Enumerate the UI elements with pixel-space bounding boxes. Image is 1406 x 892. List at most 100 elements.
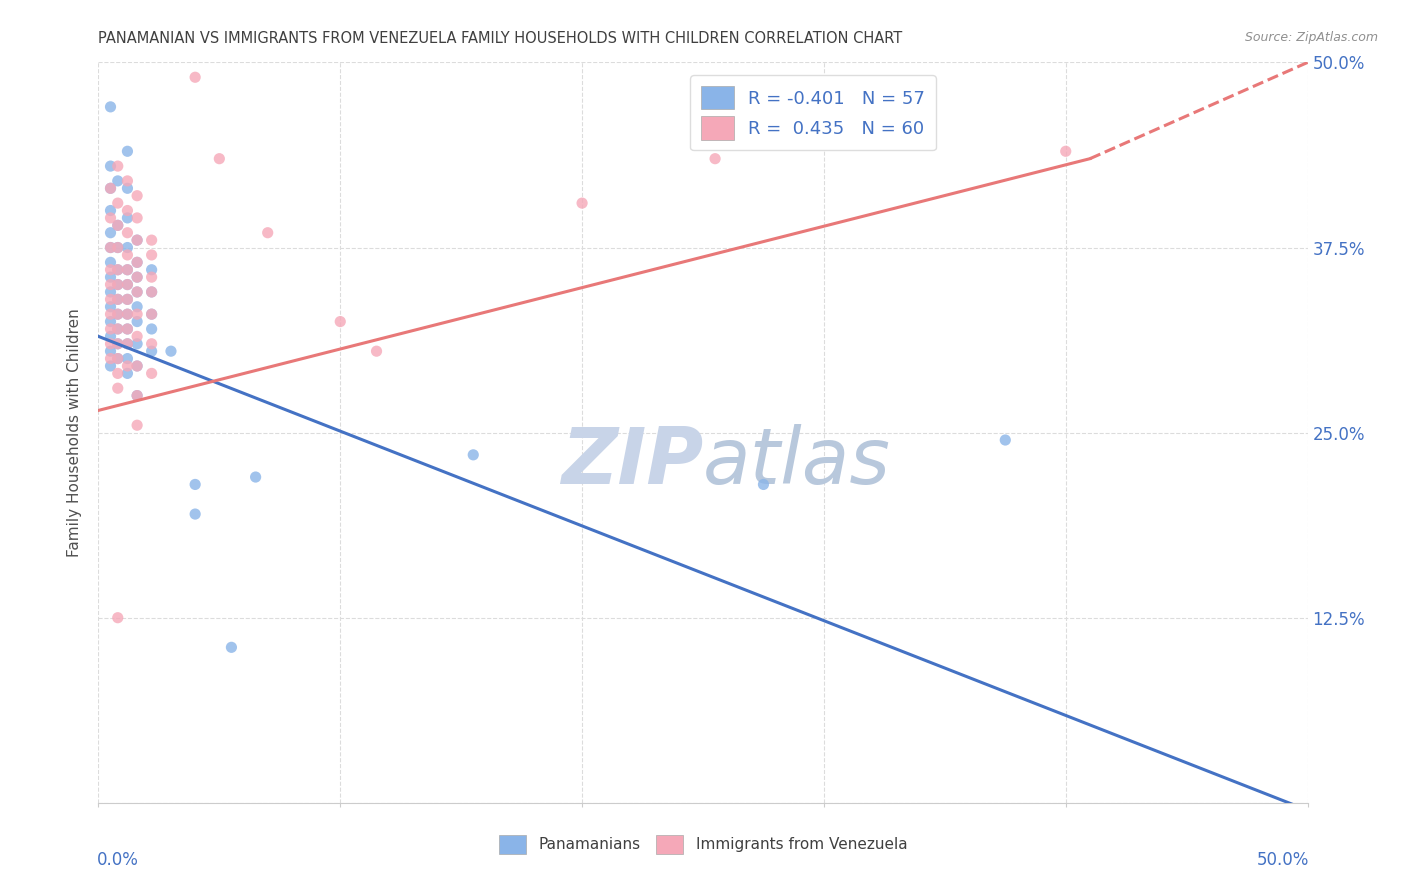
Point xyxy=(127,270,149,285)
Point xyxy=(127,359,149,373)
Point xyxy=(752,477,775,491)
Point xyxy=(117,277,139,292)
Point xyxy=(141,233,163,247)
Point xyxy=(994,433,1017,447)
Point xyxy=(127,188,149,202)
Point xyxy=(117,322,139,336)
Point xyxy=(127,418,149,433)
Point xyxy=(100,285,122,299)
Point xyxy=(107,293,129,307)
Point xyxy=(100,314,122,328)
Point xyxy=(127,388,149,402)
Text: Source: ZipAtlas.com: Source: ZipAtlas.com xyxy=(1244,31,1378,45)
Point xyxy=(107,336,129,351)
Point xyxy=(141,262,163,277)
Point xyxy=(100,181,122,195)
Point xyxy=(141,322,163,336)
Point xyxy=(127,270,149,285)
Legend: Panamanians, Immigrants from Venezuela: Panamanians, Immigrants from Venezuela xyxy=(491,827,915,862)
Point xyxy=(107,307,129,321)
Point xyxy=(107,293,129,307)
Point xyxy=(184,477,207,491)
Point xyxy=(100,203,122,218)
Point xyxy=(366,344,388,359)
Point xyxy=(141,285,163,299)
Point xyxy=(100,344,122,359)
Point xyxy=(117,367,139,381)
Point xyxy=(117,293,139,307)
Point xyxy=(117,307,139,321)
Point xyxy=(184,70,207,85)
Point xyxy=(100,270,122,285)
Point xyxy=(100,240,122,255)
Point xyxy=(221,640,243,655)
Y-axis label: Family Households with Children: Family Households with Children xyxy=(67,309,83,557)
Point xyxy=(107,262,129,277)
Point xyxy=(127,255,149,269)
Point xyxy=(127,285,149,299)
Point xyxy=(127,359,149,373)
Point xyxy=(107,277,129,292)
Point xyxy=(107,219,129,233)
Point xyxy=(141,367,163,381)
Point xyxy=(100,159,122,173)
Point xyxy=(117,240,139,255)
Point xyxy=(100,262,122,277)
Point xyxy=(117,307,139,321)
Point xyxy=(100,322,122,336)
Point xyxy=(107,351,129,366)
Point xyxy=(107,307,129,321)
Point xyxy=(127,336,149,351)
Point xyxy=(571,196,593,211)
Point xyxy=(117,336,139,351)
Point xyxy=(127,233,149,247)
Point xyxy=(100,211,122,225)
Point xyxy=(184,507,207,521)
Point xyxy=(117,145,139,159)
Point xyxy=(107,219,129,233)
Point xyxy=(100,336,122,351)
Point xyxy=(107,159,129,173)
Point xyxy=(127,255,149,269)
Point xyxy=(100,293,122,307)
Point xyxy=(141,307,163,321)
Point xyxy=(141,285,163,299)
Point xyxy=(107,381,129,395)
Point xyxy=(1054,145,1077,159)
Point xyxy=(107,277,129,292)
Point xyxy=(141,344,163,359)
Point xyxy=(127,307,149,321)
Point xyxy=(117,351,139,366)
Text: ZIP: ZIP xyxy=(561,425,703,500)
Point xyxy=(127,233,149,247)
Point xyxy=(100,300,122,314)
Point xyxy=(141,248,163,262)
Point xyxy=(107,240,129,255)
Point xyxy=(141,336,163,351)
Text: PANAMANIAN VS IMMIGRANTS FROM VENEZUELA FAMILY HOUSEHOLDS WITH CHILDREN CORRELAT: PANAMANIAN VS IMMIGRANTS FROM VENEZUELA … xyxy=(98,31,903,46)
Point xyxy=(704,152,727,166)
Point xyxy=(117,359,139,373)
Point xyxy=(100,351,122,366)
Point xyxy=(141,270,163,285)
Text: atlas: atlas xyxy=(703,425,891,500)
Point xyxy=(100,307,122,321)
Point xyxy=(117,211,139,225)
Point xyxy=(107,174,129,188)
Point xyxy=(117,322,139,336)
Point xyxy=(100,329,122,343)
Point xyxy=(100,240,122,255)
Point xyxy=(107,240,129,255)
Point xyxy=(127,300,149,314)
Point xyxy=(107,351,129,366)
Point xyxy=(329,314,352,328)
Text: 50.0%: 50.0% xyxy=(1257,851,1309,869)
Point xyxy=(127,329,149,343)
Point xyxy=(117,262,139,277)
Point xyxy=(117,226,139,240)
Point xyxy=(117,293,139,307)
Point xyxy=(127,211,149,225)
Point xyxy=(100,100,122,114)
Point xyxy=(107,336,129,351)
Point xyxy=(117,181,139,195)
